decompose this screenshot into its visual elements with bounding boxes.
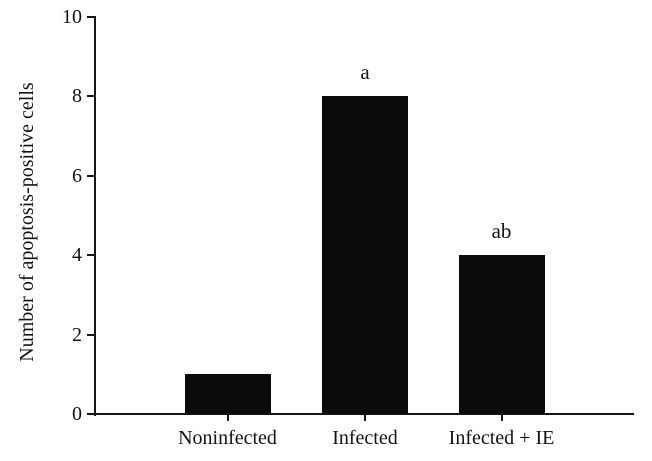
x-tick-label-infected: Infected [332, 427, 398, 449]
significance-label: a [360, 60, 370, 85]
y-axis-tick [87, 95, 94, 98]
bar-infected [322, 96, 408, 414]
x-axis-tick [226, 415, 229, 421]
bar-infected-ie [458, 255, 545, 414]
y-tick-label: 4 [72, 244, 82, 267]
x-axis-tick [500, 415, 503, 421]
x-axis-line [94, 413, 634, 415]
y-axis-tick [87, 254, 94, 257]
bar-noninfected [184, 374, 271, 414]
y-axis-line [94, 16, 96, 416]
y-axis-tick [87, 174, 94, 177]
y-tick-label: 10 [62, 6, 82, 28]
y-tick-label: 0 [72, 403, 82, 425]
x-tick-label-infected-ie: Infected + IE [448, 427, 555, 449]
y-axis-tick [87, 413, 94, 415]
significance-label: ab [491, 219, 512, 244]
y-tick-label: 2 [72, 323, 82, 346]
y-tick-label: 6 [72, 164, 82, 187]
x-tick-label-noninfected: Noninfected [178, 427, 277, 449]
y-axis-title: Number of apoptosis-positive cells [16, 82, 38, 362]
x-axis-tick [364, 415, 366, 421]
y-axis-tick [87, 16, 94, 18]
y-axis-tick [87, 333, 94, 336]
y-tick-label: 8 [72, 85, 82, 108]
